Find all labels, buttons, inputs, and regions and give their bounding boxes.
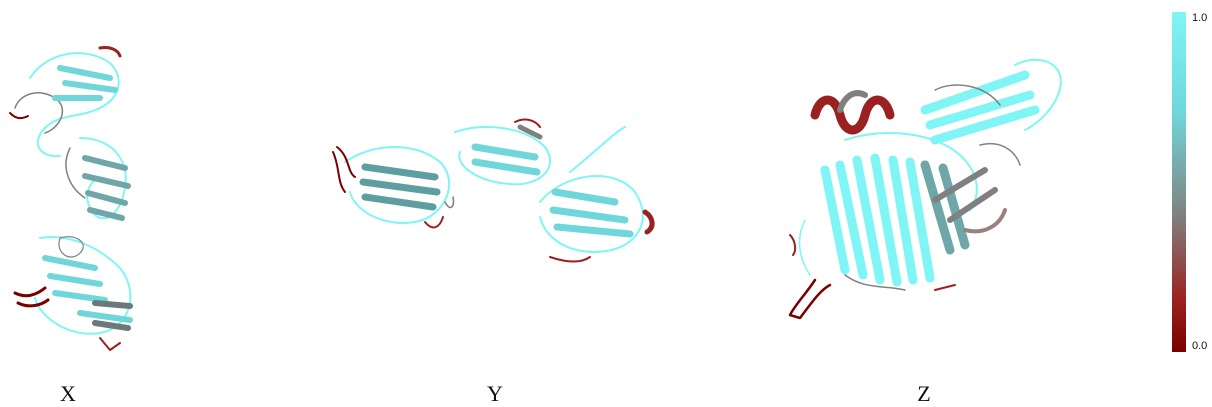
panel-label-y: Y (487, 381, 503, 406)
protein-ribbon-x (9, 46, 133, 351)
colorbar-max-label: 1.0 (1192, 12, 1208, 24)
confidence-colorbar (1172, 12, 1186, 352)
protein-structure-y (325, 112, 665, 272)
colorbar-min-label: 0.0 (1192, 340, 1208, 352)
protein-structure-x (0, 38, 150, 358)
protein-ribbon-y (332, 118, 655, 263)
protein-ribbon-z (788, 58, 1062, 320)
protein-structure-z (785, 50, 1075, 325)
panel-label-x: X (60, 381, 76, 406)
panel-label-z: Z (917, 381, 931, 406)
